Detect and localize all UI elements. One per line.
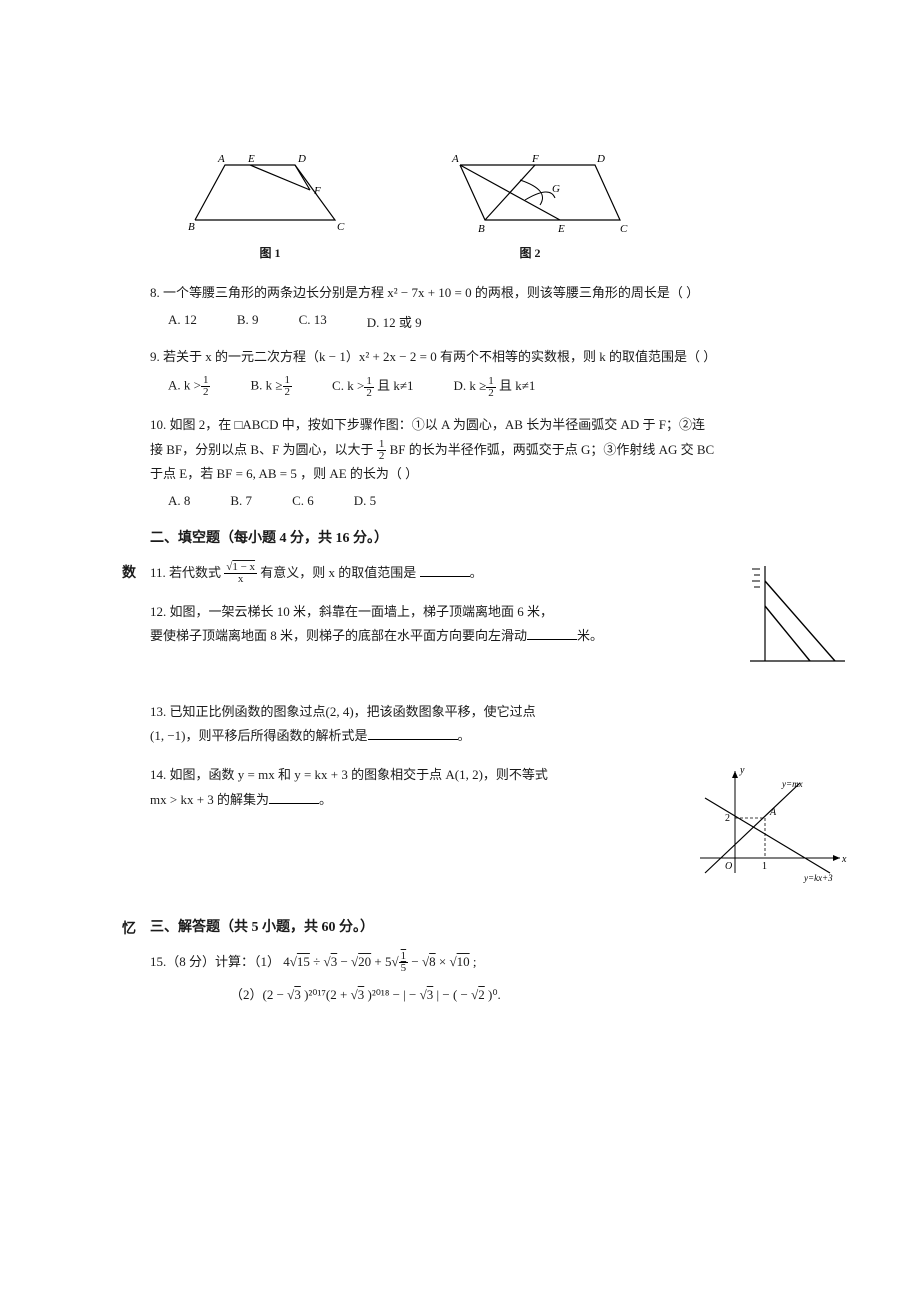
- question-9: 9. 若关于 x 的一元二次方程（k − 1）x² + 2x − 2 = 0 有…: [150, 345, 850, 370]
- svg-text:B: B: [188, 221, 195, 233]
- fig2-svg: A F D B E C G: [420, 150, 640, 240]
- svg-text:E: E: [247, 153, 255, 165]
- question-8: 8. 一个等腰三角形的两条边长分别是方程 x² − 7x + 10 = 0 的两…: [150, 281, 850, 306]
- q14-graph: y x O A 2 1 y=mx y=kx+3: [680, 763, 850, 892]
- svg-text:C: C: [337, 221, 345, 233]
- q8-text: 8. 一个等腰三角形的两条边长分别是方程 x² − 7x + 10 = 0 的两…: [150, 285, 699, 300]
- q10-d: D. 5: [354, 493, 376, 509]
- q10-line1: 10. 如图 2，在 □ABCD 中，按如下步骤作图：①以 A 为圆心，AB 长…: [150, 413, 850, 438]
- svg-text:y: y: [739, 765, 745, 776]
- svg-text:G: G: [552, 183, 560, 195]
- q10-c: C. 6: [292, 493, 314, 509]
- figure-1: A E D F B C 图 1: [180, 150, 360, 261]
- section-2-heading: 二、填空题（每小题 4 分，共 16 分。）: [150, 527, 850, 547]
- svg-text:D: D: [596, 153, 605, 165]
- q10-a: A. 8: [168, 493, 190, 509]
- question-12: 12. 如图，一架云梯长 10 米，斜靠在一面墙上，梯子顶端离地面 6 米， 要…: [150, 600, 850, 649]
- q8-a: A. 12: [168, 312, 197, 331]
- q8-c: C. 13: [299, 312, 327, 331]
- figure-2: A F D B E C G 图 2: [420, 150, 640, 261]
- q10-line3: 于点 E，若 BF = 6, AB = 5 ，则 AE 的长为（ ）: [150, 462, 850, 487]
- margin-label-2: 忆: [122, 918, 136, 938]
- q9-b: B. k ≥12: [250, 375, 292, 399]
- question-15: 15.（8 分）计算：（1） 4√15 ÷ √3 − √20 + 5√15 − …: [150, 950, 850, 975]
- q8-d: D. 12 或 9: [367, 312, 422, 331]
- svg-text:A: A: [217, 153, 225, 165]
- q15-part2: （2）(2 − √3 )²⁰¹⁷(2 + √3 )²⁰¹⁸ − | − √3 |…: [230, 984, 850, 1003]
- question-13: 13. 已知正比例函数的图象过点(2, 4)，把该函数图象平移，使它过点 (1,…: [150, 700, 850, 749]
- q9-c: C. k >12 且 k≠1: [332, 375, 413, 399]
- q10-line2: 接 BF，分别以点 B、F 为圆心，以大于 12 BF 的长为半径作弧，两弧交于…: [150, 438, 850, 463]
- question-11: 数 11. 若代数式 √1 − x x 有意义，则 x 的取值范围是 。: [150, 561, 850, 586]
- fig1-label: 图 1: [180, 244, 360, 261]
- svg-text:B: B: [478, 223, 485, 235]
- svg-text:A: A: [451, 153, 459, 165]
- svg-text:x: x: [841, 854, 847, 865]
- q9-a: A. k >12: [168, 375, 210, 399]
- svg-text:A: A: [769, 807, 777, 818]
- svg-text:y=kx+3: y=kx+3: [803, 873, 833, 883]
- svg-text:F: F: [531, 153, 539, 165]
- svg-text:D: D: [297, 153, 306, 165]
- question-14: y x O A 2 1 y=mx y=kx+3 14. 如图，函数 y = mx…: [150, 763, 850, 812]
- exam-page: A E D F B C 图 1 A F D B E C G: [150, 150, 850, 1003]
- q12-line1: 12. 如图，一架云梯长 10 米，斜靠在一面墙上，梯子顶端离地面 6 米，: [150, 600, 850, 625]
- q13-blank: [368, 727, 458, 740]
- svg-text:E: E: [557, 223, 565, 235]
- q9-options: A. k >12 B. k ≥12 C. k >12 且 k≠1 D. k ≥1…: [168, 375, 850, 399]
- svg-text:C: C: [620, 223, 628, 235]
- question-10: 10. 如图 2，在 □ABCD 中，按如下步骤作图：①以 A 为圆心，AB 长…: [150, 413, 850, 487]
- svg-text:1: 1: [762, 861, 767, 872]
- q10-options: A. 8 B. 7 C. 6 D. 5: [168, 493, 850, 509]
- q11-blank: [420, 564, 470, 577]
- q9-text: 9. 若关于 x 的一元二次方程（k − 1）x² + 2x − 2 = 0 有…: [150, 349, 716, 364]
- section-3-heading: 忆 三、解答题（共 5 小题，共 60 分。）: [150, 916, 850, 936]
- q12-line2: 要使梯子顶端离地面 8 米，则梯子的底部在水平面方向要向左滑动米。: [150, 624, 850, 649]
- q13-line2: (1, −1)，则平移后所得函数的解析式是。: [150, 724, 850, 749]
- fig1-svg: A E D F B C: [180, 150, 360, 240]
- q10-b: B. 7: [230, 493, 252, 509]
- q8-options: A. 12 B. 9 C. 13 D. 12 或 9: [168, 312, 850, 331]
- svg-text:F: F: [313, 185, 321, 197]
- q12-blank: [527, 627, 577, 640]
- q14-blank: [269, 791, 319, 804]
- svg-text:O: O: [725, 861, 732, 872]
- q8-b: B. 9: [237, 312, 259, 331]
- q9-d: D. k ≥12 且 k≠1: [453, 375, 535, 399]
- figure-row: A E D F B C 图 1 A F D B E C G: [180, 150, 850, 261]
- fig2-label: 图 2: [420, 244, 640, 261]
- svg-text:y=mx: y=mx: [781, 779, 803, 789]
- margin-label-1: 数: [122, 561, 136, 588]
- q13-line1: 13. 已知正比例函数的图象过点(2, 4)，把该函数图象平移，使它过点: [150, 700, 850, 725]
- svg-text:2: 2: [725, 813, 730, 824]
